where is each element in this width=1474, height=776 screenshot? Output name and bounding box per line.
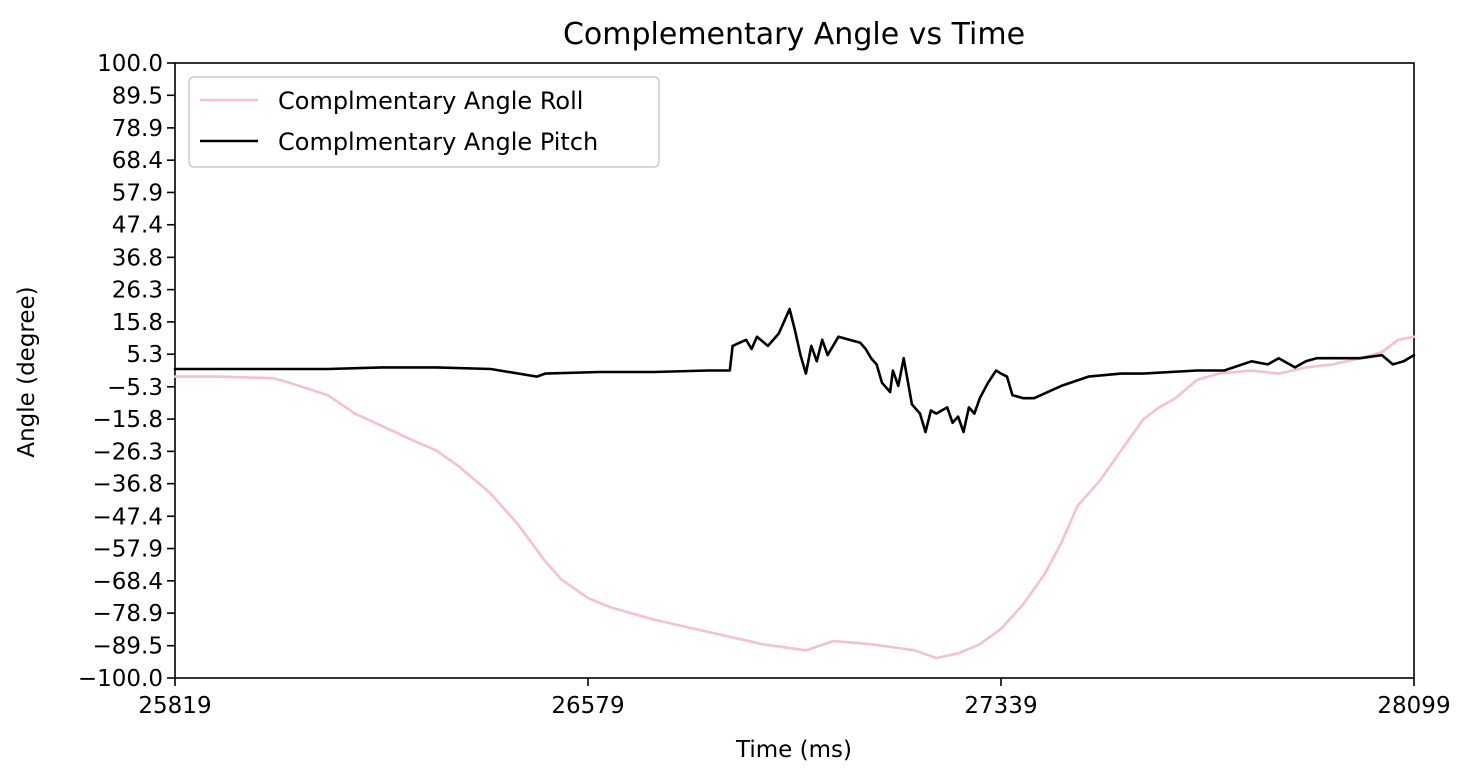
x-tick-label: 25819 <box>138 693 211 719</box>
y-axis-label: Angle (degree) <box>14 286 40 457</box>
legend: Complmentary Angle Roll Complmentary Ang… <box>188 76 660 168</box>
series-layer <box>173 307 1416 660</box>
y-tick-label: −36.8 <box>93 472 163 498</box>
y-tick-label: −5.3 <box>107 375 163 401</box>
y-tick-label: −57.9 <box>93 537 163 563</box>
y-tick-label: 57.9 <box>112 180 163 206</box>
legend-box <box>188 76 660 168</box>
y-tick-label: 36.8 <box>112 245 163 271</box>
y-tick-label: 68.4 <box>112 148 163 174</box>
chart-title: Complementary Angle vs Time <box>563 17 1025 52</box>
y-tick-label: −68.4 <box>93 569 163 595</box>
plot-area <box>173 62 1416 679</box>
y-tick-label: −26.3 <box>93 439 163 465</box>
y-tick-label: 89.5 <box>112 83 163 109</box>
x-tick-label: 28099 <box>1377 693 1450 719</box>
y-tick-label: −78.9 <box>93 601 163 627</box>
x-axis-label: Time (ms) <box>735 737 852 763</box>
y-tick-label: −89.5 <box>93 634 163 660</box>
x-tick-label: 26579 <box>551 693 624 719</box>
plot-frame <box>174 62 1415 679</box>
x-tick-label: 27339 <box>964 693 1037 719</box>
y-tick-label: −47.4 <box>93 504 163 530</box>
y-tick-label: −15.8 <box>93 407 163 433</box>
y-axis: 100.0 89.5 78.9 68.4 57.9 47.4 36.8 26.3 15.8 5.3… <box>78 51 175 692</box>
y-tick-label: 78.9 <box>112 116 163 142</box>
legend-label-roll: Complmentary Angle Roll <box>278 87 583 115</box>
y-tick-label: −100.0 <box>78 666 163 692</box>
y-tick-label: 47.4 <box>112 213 163 239</box>
y-tick-label: 15.8 <box>112 310 163 336</box>
y-tick-label: 5.3 <box>126 342 163 368</box>
legend-label-pitch: Complmentary Angle Pitch <box>278 128 598 156</box>
x-axis: 25819 26579 27339 28099 <box>138 678 1451 719</box>
series-line-pitch <box>173 307 1416 434</box>
series-line-roll <box>173 335 1416 660</box>
y-tick-label: 26.3 <box>112 278 163 304</box>
y-tick-label: 100.0 <box>97 51 163 77</box>
